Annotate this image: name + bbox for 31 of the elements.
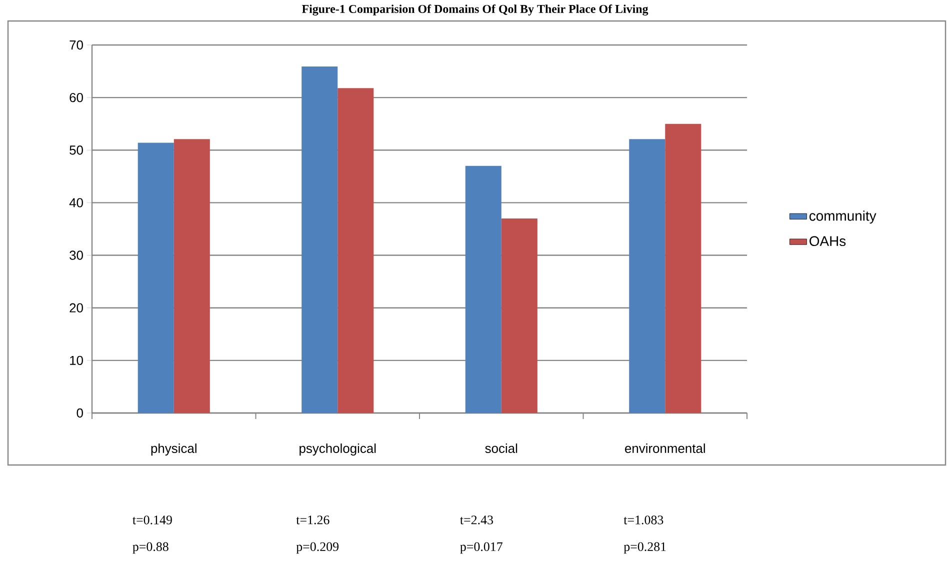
y-tick-label: 30: [70, 250, 83, 260]
x-tick-label: psychological: [300, 444, 376, 456]
text: p=0.281: [624, 542, 666, 554]
y-tick-label: 50: [70, 146, 83, 155]
text: p=0.209: [296, 542, 339, 554]
y-tick-label: 40: [69, 198, 83, 208]
x-tick-label: physical: [151, 444, 196, 456]
legend-label: OAHs: [810, 236, 846, 246]
bar: [174, 139, 210, 413]
text: t=1.083: [624, 516, 664, 524]
bar: [501, 218, 538, 413]
bar: [629, 139, 666, 413]
text: p=0.88: [132, 542, 168, 554]
y-tick-label: 60: [70, 92, 83, 102]
text: p=0.017: [460, 542, 502, 554]
bar: [665, 124, 702, 413]
y-tick-label: 70: [70, 40, 83, 50]
bar: [338, 88, 374, 413]
legend-label: community: [809, 210, 876, 224]
bar: [465, 166, 502, 413]
text: t=1.26: [296, 516, 330, 524]
y-tick-label: 10: [70, 356, 83, 365]
x-tick-label: environmental: [625, 444, 705, 454]
x-tick-label: social: [485, 444, 518, 454]
text: t=0.149: [132, 516, 172, 524]
text: t=2.43: [460, 516, 493, 524]
bar: [302, 66, 338, 413]
y-tick-label: 20: [70, 303, 83, 312]
bar: [138, 142, 174, 413]
y-tick-label: 0: [76, 408, 83, 418]
chart-title: Figure-1 Comparision Of Domains Of Qol By Their Place Of Living: [302, 4, 648, 16]
